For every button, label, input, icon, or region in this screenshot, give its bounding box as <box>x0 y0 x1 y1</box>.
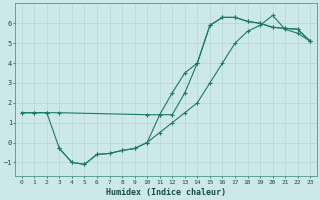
X-axis label: Humidex (Indice chaleur): Humidex (Indice chaleur) <box>106 188 226 197</box>
